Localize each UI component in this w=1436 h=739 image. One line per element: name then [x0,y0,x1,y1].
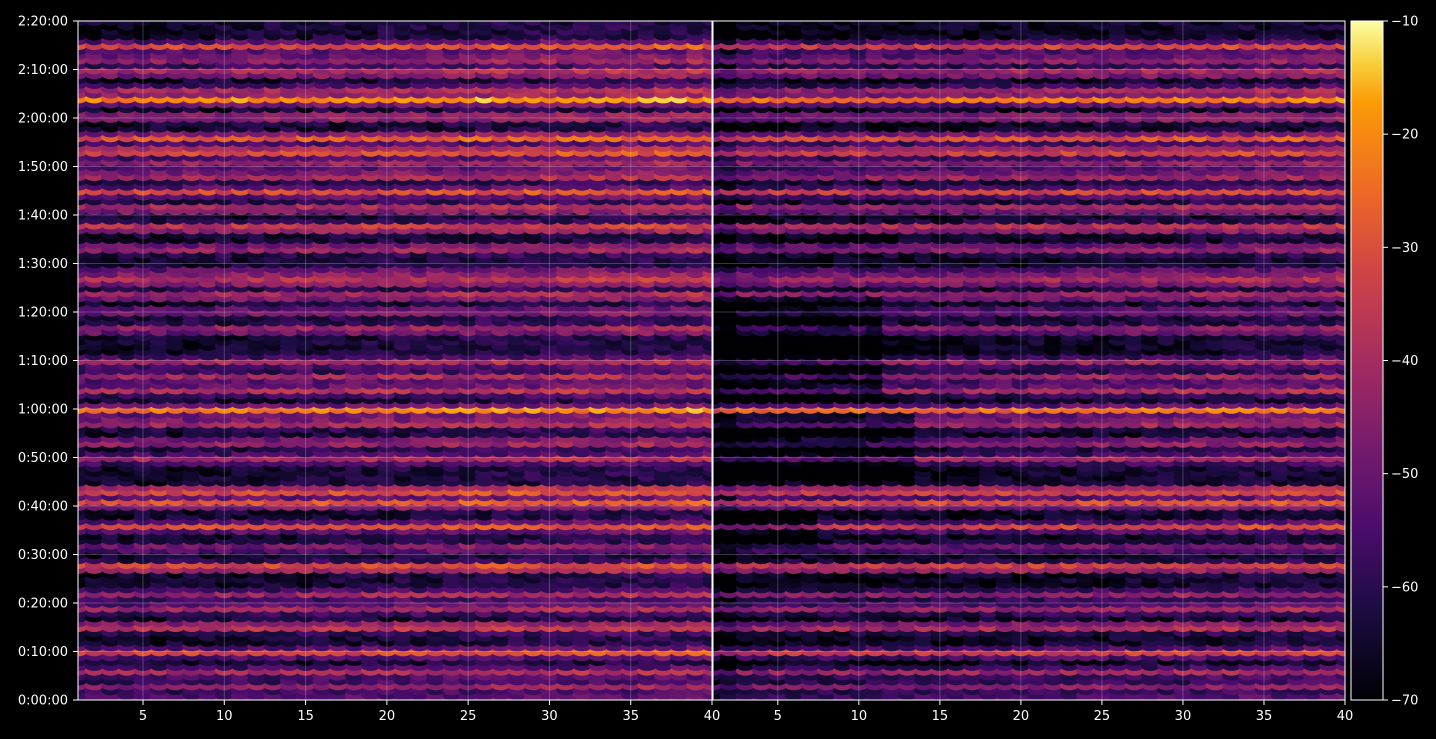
panel-left-cells [78,21,712,700]
